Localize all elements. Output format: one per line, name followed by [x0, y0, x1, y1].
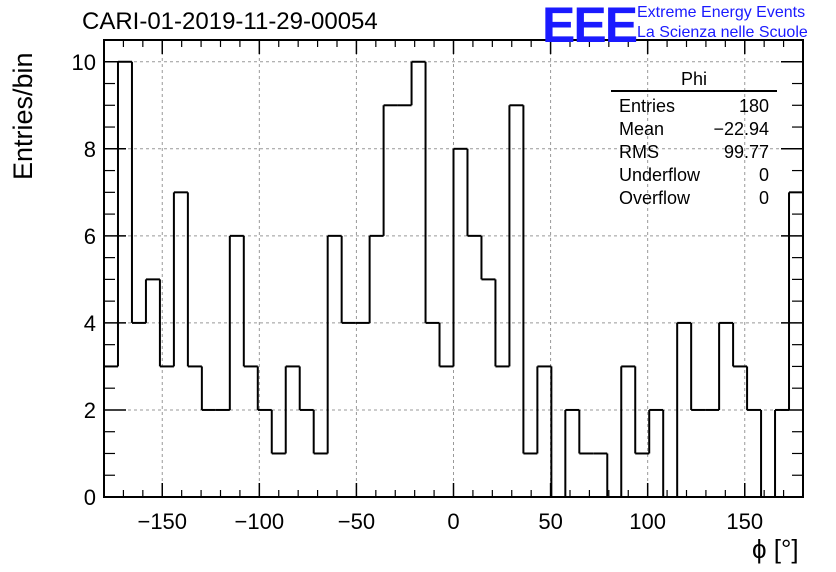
y-axis-ticks: 0 2 4 6 8 10: [72, 50, 803, 510]
x-tick-label: −150: [137, 509, 187, 534]
x-axis-ticks: −150 −100 −50 0 50 100 150: [122, 40, 785, 534]
stats-label: Entries: [619, 96, 676, 116]
stats-value: 180: [738, 96, 769, 116]
stats-row-underflow: Underflow 0: [611, 164, 777, 187]
stats-value: 0: [758, 188, 769, 208]
y-tick-label: 4: [84, 311, 96, 336]
y-tick-label: 8: [84, 137, 96, 162]
eee-logo: EEE: [542, 0, 638, 53]
stats-value: 99.77: [723, 142, 769, 162]
stats-row-overflow: Overflow 0: [611, 187, 777, 210]
y-axis-label: Entries/bin: [8, 52, 38, 180]
stats-row-rms: RMS 99.77: [611, 141, 777, 164]
x-tick-label: 0: [447, 509, 459, 534]
stats-name: Phi: [611, 68, 777, 92]
histogram-bins: [103, 60, 803, 498]
x-tick-label: 150: [726, 509, 763, 534]
stats-row-entries: Entries 180: [611, 95, 777, 118]
chart-title: CARI-01-2019-11-29-00054: [82, 8, 378, 35]
y-tick-label: 0: [84, 485, 96, 510]
logo-line-2: La Scienza nelle Scuole: [637, 24, 808, 41]
y-tick-label: 6: [84, 224, 96, 249]
stats-label: Underflow: [619, 165, 701, 185]
x-axis-label: ϕ [°]: [752, 534, 799, 564]
stats-label: Mean: [619, 119, 665, 139]
stats-value: −22.94: [713, 119, 769, 139]
x-tick-label: −50: [338, 509, 375, 534]
y-tick-label: 2: [84, 398, 96, 423]
stats-row-mean: Mean −22.94: [611, 118, 777, 141]
x-tick-label: −100: [235, 509, 285, 534]
x-tick-label: 100: [629, 509, 666, 534]
stats-value: 0: [758, 165, 769, 185]
stats-label: RMS: [619, 142, 659, 162]
stats-box: Phi Entries 180 Mean −22.94 RMS 99.77 Un…: [611, 68, 777, 210]
x-tick-label: 50: [538, 509, 562, 534]
logo-line-1: Extreme Energy Events: [637, 4, 806, 21]
y-tick-label: 10: [72, 50, 96, 75]
plot-frame: [103, 39, 804, 498]
stats-label: Overflow: [619, 188, 691, 208]
